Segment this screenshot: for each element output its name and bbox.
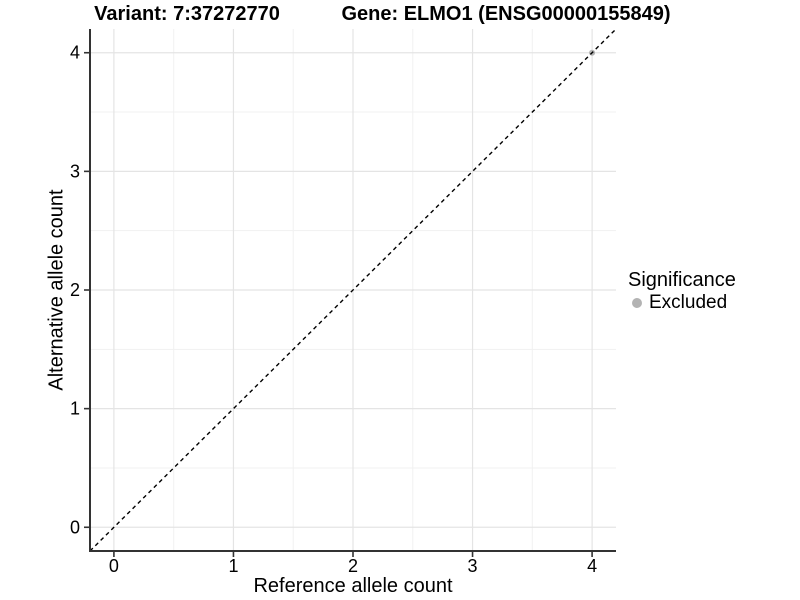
x-tick-label: 4 — [587, 556, 597, 576]
legend-title: Significance — [628, 269, 736, 291]
legend-item-label: Excluded — [649, 292, 728, 313]
y-tick-label: 4 — [70, 43, 80, 63]
excluded-point-icon — [632, 298, 642, 308]
identity-dashed-line — [89, 28, 617, 552]
x-tick-label: 0 — [109, 556, 119, 576]
x-tick-label: 3 — [468, 556, 478, 576]
x-axis-title: Reference allele count — [253, 575, 453, 597]
x-tick-label: 2 — [348, 556, 358, 576]
plot-title-gene: Gene: ELMO1 (ENSG00000155849) — [341, 3, 671, 25]
y-tick-label: 0 — [70, 517, 80, 537]
y-tick-label: 3 — [70, 161, 80, 181]
x-tick-label: 1 — [228, 556, 238, 576]
plot-title-variant: Variant: 7:37272770 — [94, 3, 280, 25]
y-tick-label: 1 — [70, 399, 80, 419]
y-tick-label: 2 — [70, 280, 80, 300]
legend: Significance Excluded — [628, 269, 736, 314]
legend-item-excluded: Excluded — [632, 292, 736, 314]
y-axis-title: Alternative allele count — [45, 189, 68, 391]
